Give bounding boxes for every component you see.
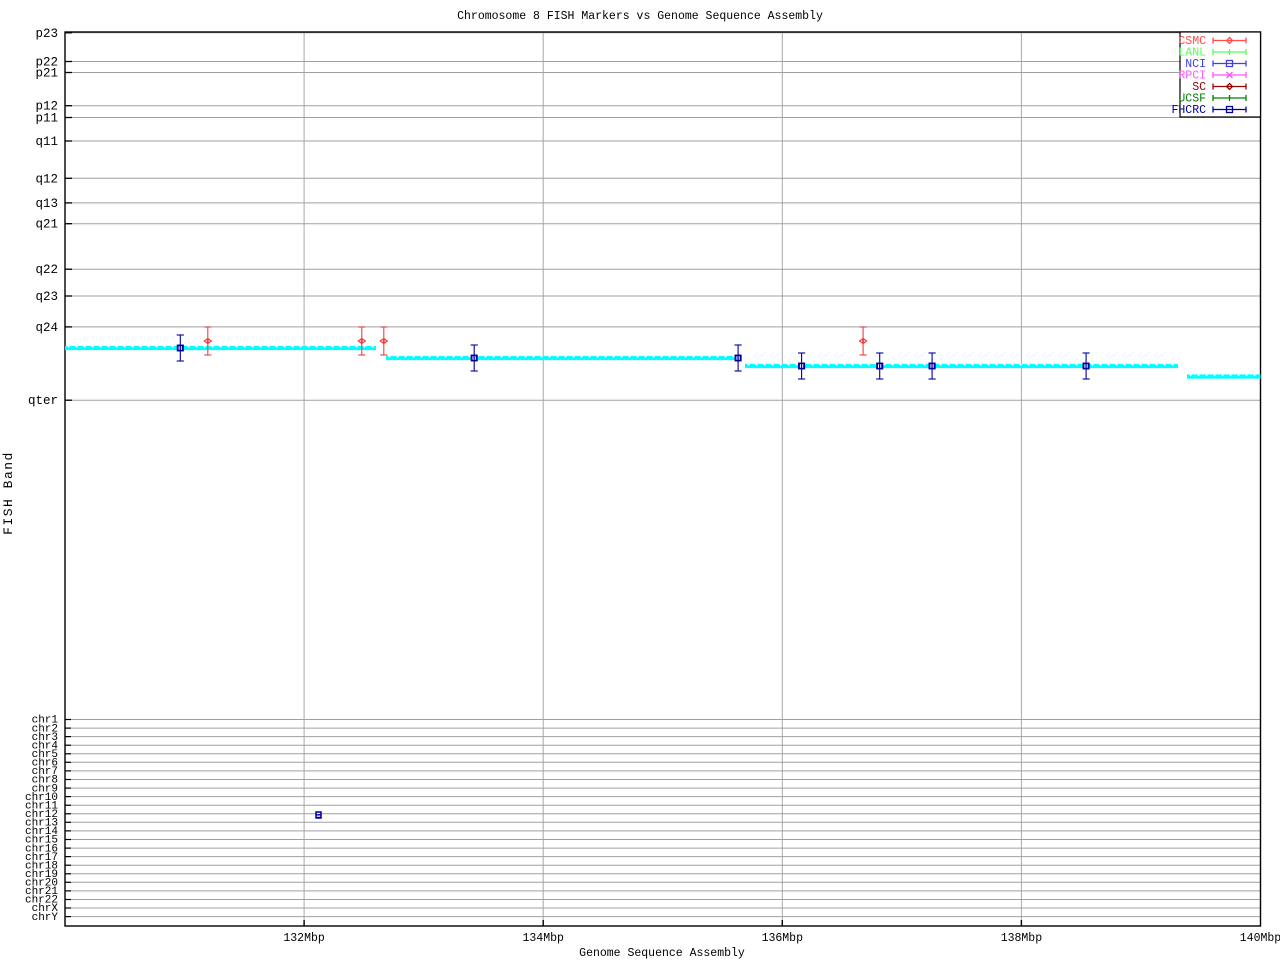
svg-text:FHCRC: FHCRC xyxy=(1171,104,1206,117)
svg-text:q23: q23 xyxy=(35,290,58,304)
svg-text:Genome Sequence Assembly: Genome Sequence Assembly xyxy=(579,947,745,960)
svg-text:p21: p21 xyxy=(35,67,58,81)
svg-text:134Mbp: 134Mbp xyxy=(522,932,564,945)
svg-text:q13: q13 xyxy=(35,197,58,211)
svg-text:Chromosome 8 FISH Markers vs G: Chromosome 8 FISH Markers vs Genome Sequ… xyxy=(457,10,823,23)
svg-text:q21: q21 xyxy=(35,218,58,232)
svg-text:136Mbp: 136Mbp xyxy=(762,932,804,945)
svg-text:q12: q12 xyxy=(35,172,58,186)
svg-text:p11: p11 xyxy=(35,112,58,126)
svg-text:q22: q22 xyxy=(35,263,58,277)
svg-text:140Mbp: 140Mbp xyxy=(1240,932,1280,945)
svg-text:132Mbp: 132Mbp xyxy=(283,932,325,945)
svg-text:chrY: chrY xyxy=(32,912,59,924)
svg-text:qter: qter xyxy=(28,394,58,408)
svg-text:p23: p23 xyxy=(35,27,58,41)
svg-text:138Mbp: 138Mbp xyxy=(1001,932,1043,945)
svg-text:q11: q11 xyxy=(35,135,58,149)
svg-text:FISH Band: FISH Band xyxy=(1,451,16,535)
svg-text:q24: q24 xyxy=(35,321,58,335)
